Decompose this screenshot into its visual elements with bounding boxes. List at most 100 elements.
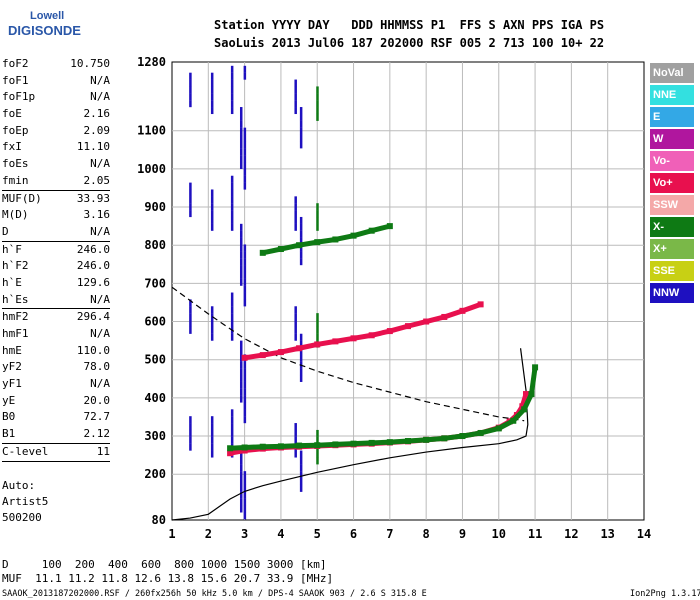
noise-mark [230, 100, 234, 108]
noise-mark [243, 361, 247, 369]
noise-mark [316, 436, 319, 444]
noise-mark [299, 374, 303, 382]
legend-item: NNE [650, 85, 694, 105]
param-row: hmF2 296.4 [2, 309, 110, 326]
noise-mark [239, 278, 243, 286]
noise-mark [243, 374, 247, 382]
noise-mark [239, 471, 243, 479]
noise-mark [230, 320, 234, 328]
footer-version: Ion2Png 1.3.17 [630, 589, 700, 599]
noise-mark [299, 134, 303, 142]
parameter-panel: foF2 10.750 foF1 N/A foF1p N/A foE 2.16 foEp 2.09… [2, 56, 110, 462]
param-name: fxI [2, 140, 22, 154]
noise-mark [239, 258, 243, 266]
param-value: N/A [90, 377, 110, 391]
param-row: hmF1 N/A [2, 326, 110, 343]
noise-mark [243, 265, 247, 273]
noise-mark [243, 155, 247, 163]
noise-mark [243, 505, 247, 513]
series-1-segment [389, 438, 409, 445]
y-tick-label: 600 [144, 315, 166, 329]
noise-mark [299, 457, 303, 465]
series-1-segment [407, 437, 427, 444]
param-row: h`Es N/A [2, 292, 110, 310]
param-row: h`F2 246.0 [2, 258, 110, 275]
series-1-segment [462, 430, 482, 439]
x-tick-label: 12 [564, 527, 578, 541]
series-1-segment [317, 441, 336, 448]
y-tick-label: 200 [144, 467, 166, 481]
noise-mark [230, 93, 234, 101]
noise-mark [210, 86, 214, 94]
noise-mark [294, 450, 297, 458]
noise-mark [299, 478, 303, 486]
series-2-segment [371, 328, 391, 338]
series-3-segment [334, 233, 355, 242]
noise-mark [230, 423, 234, 431]
param-row: foF1 N/A [2, 73, 110, 90]
noise-mark [239, 113, 243, 121]
param-name: h`E [2, 275, 22, 289]
noise-mark [189, 100, 192, 108]
param-value: 72.7 [83, 410, 111, 424]
noise-mark [316, 86, 319, 94]
legend-item: NoVal [650, 63, 694, 83]
autoscale-line-2: Artist5 [2, 495, 49, 508]
noise-mark [316, 100, 319, 108]
param-row: D N/A [2, 224, 110, 242]
x-tick-label: 14 [637, 527, 651, 541]
noise-mark [189, 436, 192, 444]
noise-mark [316, 203, 319, 211]
series-3-segment [298, 239, 318, 248]
noise-mark [316, 320, 319, 328]
noise-mark [239, 127, 243, 135]
noise-mark [189, 93, 192, 101]
noise-mark [230, 196, 234, 204]
param-name: foF1p [2, 90, 36, 104]
noise-mark [243, 141, 247, 149]
param-name: yF2 [2, 360, 22, 374]
param-row: MUF(D) 33.93 [2, 191, 110, 208]
legend-item: X- [650, 217, 694, 237]
lowell-digisonde-logo: Lowell DIGISONDE [8, 10, 81, 40]
noise-mark [230, 182, 234, 190]
y-tick-label: 1100 [137, 124, 166, 138]
noise-mark [239, 484, 243, 492]
param-value: N/A [90, 327, 110, 340]
noise-mark [299, 127, 303, 135]
noise-mark [189, 429, 192, 437]
noise-mark [294, 306, 297, 314]
noise-mark [294, 313, 297, 321]
noise-mark [239, 141, 243, 149]
param-value: 33.93 [76, 191, 110, 205]
param-row: h`F 246.0 [2, 242, 110, 259]
noise-mark [210, 313, 214, 321]
legend-item: W [650, 129, 694, 149]
series-2-segment [316, 338, 336, 347]
param-row: h`E 129.6 [2, 275, 110, 292]
param-value: N/A [90, 292, 110, 306]
noise-mark [230, 223, 234, 231]
legend-item: X+ [650, 239, 694, 259]
footer-info: SAAOK_2013187202000.RSF / 260fx256h 50 k… [2, 589, 427, 599]
x-tick-label: 3 [241, 527, 248, 541]
noise-mark [243, 258, 247, 266]
noise-mark [189, 416, 192, 424]
noise-mark [243, 471, 247, 479]
param-row: yF2 78.0 [2, 359, 110, 376]
noise-mark [189, 306, 192, 314]
noise-mark [239, 361, 243, 369]
x-tick-label: 10 [492, 527, 506, 541]
param-row: foE 2.16 [2, 106, 110, 123]
series-1-segment [425, 435, 445, 443]
noise-mark [316, 210, 319, 218]
param-name: hmE [2, 343, 22, 357]
noise-mark [189, 313, 192, 321]
param-value: 2.05 [83, 173, 111, 187]
noise-mark [299, 258, 303, 266]
x-tick-label: 2 [205, 527, 212, 541]
noise-mark [299, 464, 303, 472]
noise-mark [243, 278, 247, 286]
param-name: h`F2 [2, 259, 29, 273]
